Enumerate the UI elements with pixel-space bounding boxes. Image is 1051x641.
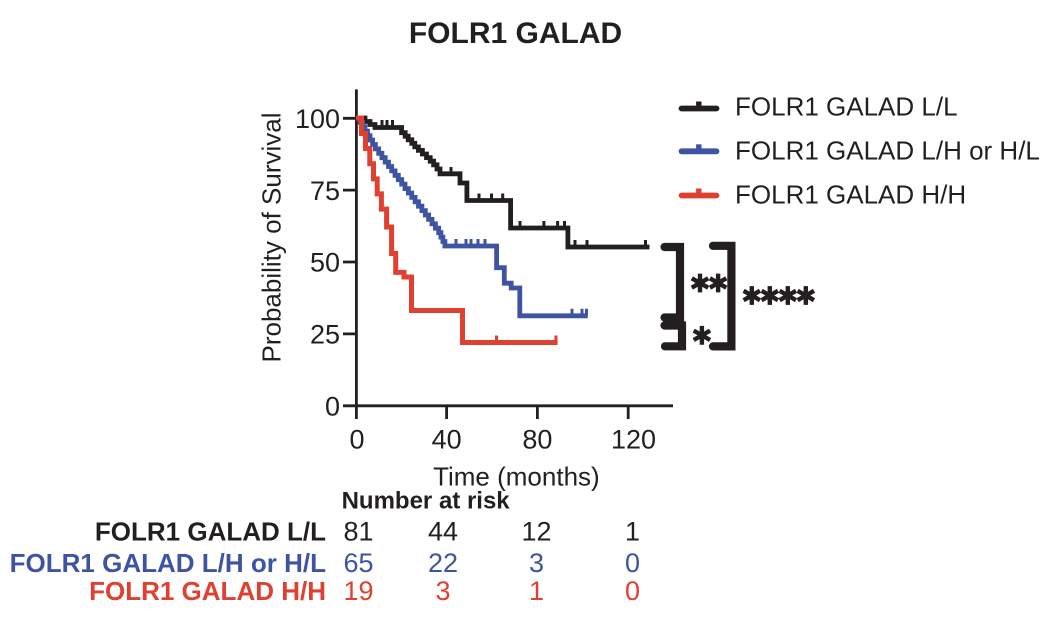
svg-text:80: 80 — [522, 425, 552, 455]
svg-text:120: 120 — [611, 425, 656, 455]
svg-text:81: 81 — [343, 517, 373, 547]
svg-text:Time (months): Time (months) — [433, 462, 600, 492]
svg-text:FOLR1 GALAD L/L: FOLR1 GALAD L/L — [735, 91, 958, 121]
svg-text:22: 22 — [428, 548, 458, 578]
svg-text:40: 40 — [432, 425, 462, 455]
svg-text:3: 3 — [529, 548, 544, 578]
svg-text:75: 75 — [310, 176, 340, 206]
svg-text:FOLR1 GALAD H/H: FOLR1 GALAD H/H — [735, 179, 966, 209]
svg-text:25: 25 — [310, 320, 340, 350]
svg-text:44: 44 — [428, 517, 458, 547]
svg-text:Number at risk: Number at risk — [342, 487, 511, 514]
svg-text:65: 65 — [343, 548, 373, 578]
svg-text:FOLR1 GALAD L/L: FOLR1 GALAD L/L — [95, 517, 326, 547]
svg-text:FOLR1 GALAD: FOLR1 GALAD — [409, 17, 622, 50]
svg-text:FOLR1 GALAD L/H or H/L: FOLR1 GALAD L/H or H/L — [10, 548, 326, 578]
svg-text:1: 1 — [529, 576, 544, 606]
svg-text:0: 0 — [349, 425, 364, 455]
svg-text:12: 12 — [521, 517, 551, 547]
svg-text:100: 100 — [295, 104, 340, 134]
svg-text:0: 0 — [325, 392, 340, 422]
svg-text:50: 50 — [310, 248, 340, 278]
svg-text:3: 3 — [435, 576, 450, 606]
svg-text:Probability of Survival: Probability of Survival — [257, 113, 287, 363]
svg-text:FOLR1 GALAD L/H or H/L: FOLR1 GALAD L/H or H/L — [735, 135, 1040, 165]
svg-text:FOLR1 GALAD H/H: FOLR1 GALAD H/H — [89, 576, 326, 606]
svg-text:1: 1 — [625, 517, 640, 547]
svg-text:0: 0 — [625, 548, 640, 578]
svg-text:0: 0 — [625, 576, 640, 606]
svg-text:19: 19 — [343, 576, 373, 606]
